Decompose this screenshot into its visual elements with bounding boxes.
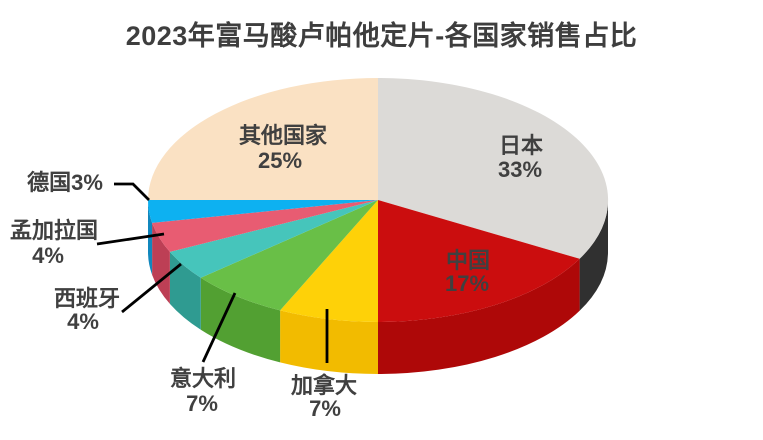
slice-percent-3: 7% [186, 391, 218, 416]
pie-side-1 [378, 258, 580, 374]
chart-title: 2023年富马酸卢帕他定片-各国家销售占比 [125, 21, 638, 51]
pie-side-3 [200, 277, 281, 363]
slice-label-7: 其他国家 [239, 123, 328, 148]
leader-lines [96, 182, 329, 363]
slice-labels: 日本33%中国17%加拿大7%意大利7%西班牙4%孟加拉国4%德国3%其他国家2… [10, 123, 543, 421]
pie-slice-4 [169, 200, 378, 278]
pie-slice-6 [148, 200, 378, 223]
pie-slice-0 [378, 77, 609, 259]
pie-slice-5 [152, 200, 378, 252]
pie-side-0 [579, 200, 609, 311]
slice-percent-4: 4% [67, 309, 99, 334]
slice-label-3: 意大利 [170, 366, 236, 391]
slice-percent-7: 25% [258, 148, 302, 173]
pie-sides [148, 200, 609, 374]
pie-slice-3 [200, 200, 378, 311]
slice-label-5: 孟加拉国 [10, 218, 98, 243]
leader-line-6 [114, 182, 150, 201]
pie-slice-2 [280, 200, 378, 322]
slice-percent-1: 17% [445, 271, 489, 296]
slice-percent-0: 33% [498, 157, 542, 182]
slice-label-1: 中国 [446, 248, 490, 273]
slice-label-6: 德国3% [27, 170, 103, 195]
slice-label-0: 日本 [499, 133, 543, 158]
slice-percent-2: 7% [309, 396, 341, 421]
pie-slice-7 [148, 78, 378, 200]
leader-line-3 [201, 292, 237, 363]
pie-tops [148, 77, 609, 322]
pie-slice-1 [378, 200, 580, 322]
pie-side-4 [169, 251, 201, 330]
leader-line-5 [96, 232, 165, 246]
slice-percent-5: 4% [32, 243, 64, 268]
slice-label-4: 西班牙 [54, 286, 120, 311]
pie-side-2 [280, 310, 378, 374]
leader-line-4 [121, 262, 182, 314]
slice-label-2: 加拿大 [290, 373, 357, 398]
